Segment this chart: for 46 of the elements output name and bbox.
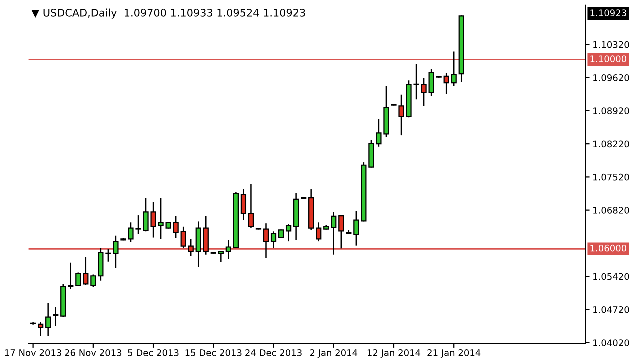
x-tick-label: 2 Jan 2014 bbox=[310, 350, 358, 358]
candlestick bbox=[270, 231, 277, 249]
candlestick bbox=[248, 184, 254, 229]
candlestick bbox=[331, 212, 337, 256]
y-tick-label: 1.08920 bbox=[594, 108, 630, 114]
text: 1.10923 bbox=[590, 10, 626, 16]
candlestick bbox=[240, 188, 247, 221]
candlestick bbox=[286, 224, 292, 242]
chart-title: ▼ USDCAD,Daily 1.09700 1.10933 1.09524 1.10923 bbox=[32, 8, 306, 19]
y-tick-label: 1.04020 bbox=[594, 340, 630, 346]
candlestick bbox=[98, 248, 104, 282]
y-tick-label: 1.10320 bbox=[594, 41, 630, 48]
candlestick bbox=[226, 240, 232, 260]
candlestick bbox=[444, 72, 450, 96]
ref-line-label: 1.06000 bbox=[590, 244, 626, 252]
x-tick-label: 21 Jan 2014 bbox=[428, 350, 481, 358]
x-tick-label: 26 Nov 2013 bbox=[65, 350, 122, 356]
candlestick bbox=[46, 302, 52, 337]
y-tick-label: 1.04720 bbox=[594, 306, 630, 314]
y-tick-label: 1.08220 bbox=[594, 140, 630, 148]
candlestick bbox=[451, 51, 457, 87]
candlestick bbox=[173, 215, 179, 239]
candlestick bbox=[68, 262, 74, 290]
ref-line-label: 1.10000 bbox=[590, 56, 626, 62]
candlestick bbox=[53, 306, 59, 327]
candlestick bbox=[188, 238, 194, 257]
y-tick-label: 1.09620 bbox=[594, 74, 630, 82]
candlestick bbox=[263, 222, 270, 259]
x-tick-label: 12 Jan 2014 bbox=[368, 350, 421, 358]
x-tick-label: 15 Dec 2013 bbox=[186, 350, 242, 356]
candlestick bbox=[90, 274, 96, 288]
candlestick bbox=[218, 250, 224, 264]
candlestick bbox=[83, 256, 89, 286]
candlestick bbox=[316, 222, 322, 242]
candlestick bbox=[196, 221, 202, 268]
y-tick-label: 1.05420 bbox=[594, 273, 630, 280]
x-tick-label: 24 Dec 2013 bbox=[246, 350, 302, 356]
candlestick bbox=[38, 321, 44, 337]
candlestick bbox=[354, 210, 360, 246]
y-tick-label: 1.07520 bbox=[594, 174, 630, 181]
x-tick-label: 17 Nov 2013 bbox=[5, 350, 62, 356]
candlestick bbox=[180, 226, 186, 249]
x-tick-label: 5 Dec 2013 bbox=[128, 350, 179, 356]
candlestick bbox=[338, 214, 344, 250]
candlestick bbox=[203, 215, 209, 256]
y-tick-label: 1.06820 bbox=[594, 207, 630, 214]
